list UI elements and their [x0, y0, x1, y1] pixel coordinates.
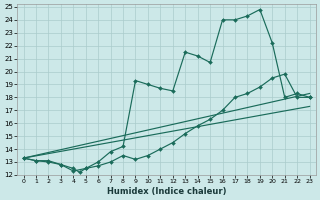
X-axis label: Humidex (Indice chaleur): Humidex (Indice chaleur)	[107, 187, 226, 196]
